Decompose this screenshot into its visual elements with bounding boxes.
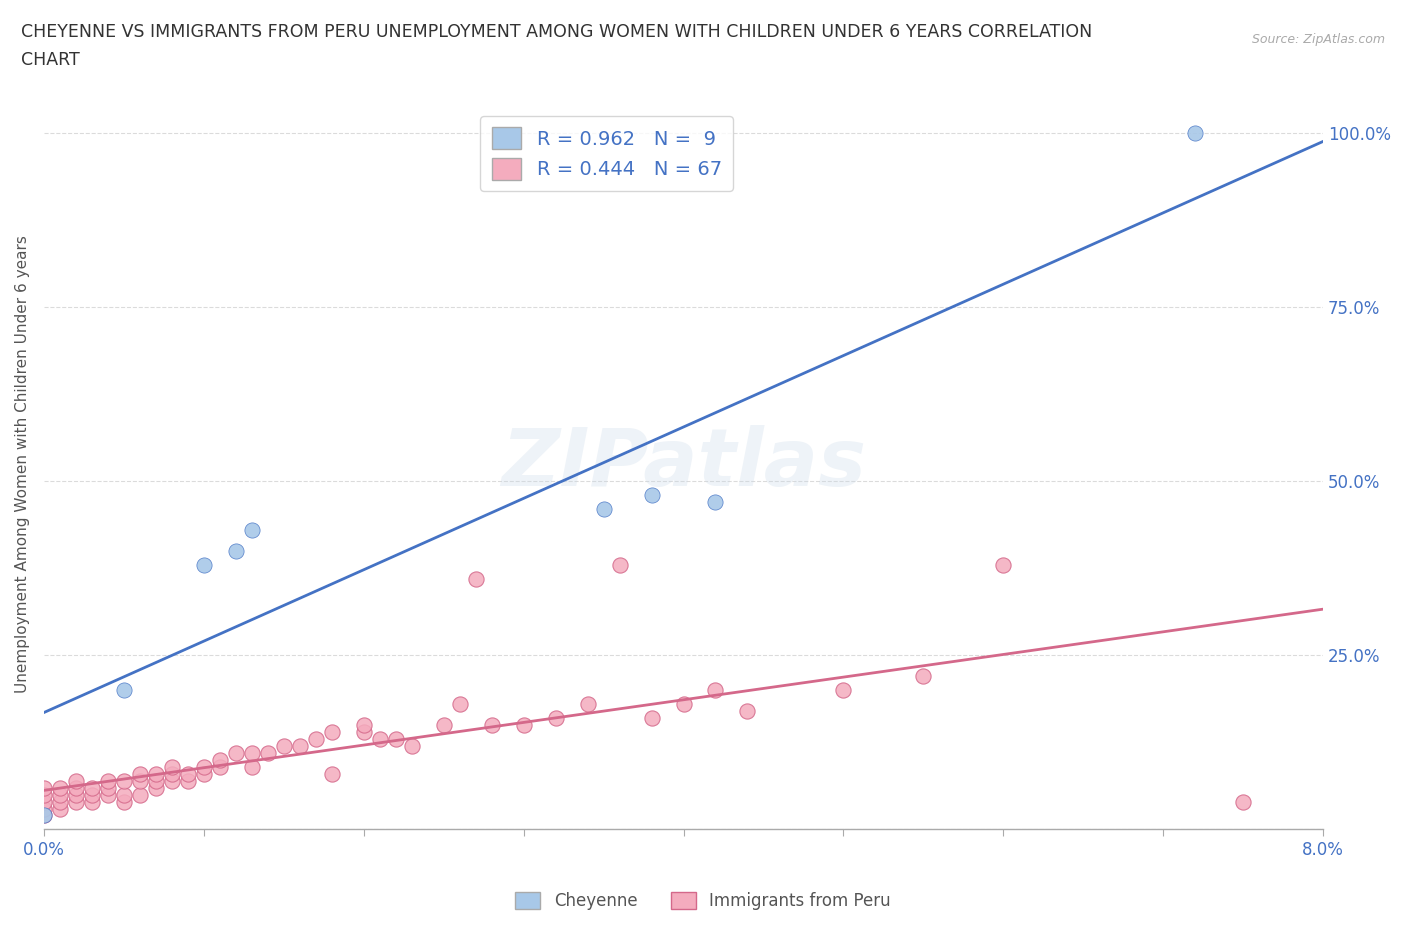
Point: [160, 766, 183, 781]
Legend: Cheyenne, Immigrants from Peru: Cheyenne, Immigrants from Peru: [509, 885, 897, 917]
Point: [49, 780, 72, 795]
Point: [49, 801, 72, 816]
Point: [240, 523, 263, 538]
Point: [592, 502, 614, 517]
Point: [193, 557, 215, 572]
Point: [32, 808, 55, 823]
Point: [433, 718, 456, 733]
Point: [481, 718, 503, 733]
Point: [32, 787, 55, 802]
Point: [1232, 794, 1254, 809]
Point: [128, 766, 150, 781]
Point: [145, 766, 167, 781]
Point: [384, 732, 406, 747]
Point: [193, 766, 215, 781]
Point: [112, 683, 135, 698]
Point: [65, 780, 87, 795]
Point: [32, 801, 55, 816]
Point: [273, 738, 295, 753]
Legend: R = 0.962   N =  9, R = 0.444   N = 67: R = 0.962 N = 9, R = 0.444 N = 67: [481, 115, 734, 192]
Point: [208, 752, 231, 767]
Point: [80, 780, 103, 795]
Point: [240, 759, 263, 774]
Point: [32, 794, 55, 809]
Point: [704, 495, 727, 510]
Point: [80, 787, 103, 802]
Point: [993, 557, 1015, 572]
Point: [609, 557, 631, 572]
Point: [49, 787, 72, 802]
Point: [401, 738, 423, 753]
Point: [368, 732, 391, 747]
Point: [240, 746, 263, 761]
Text: ZIPatlas: ZIPatlas: [501, 425, 866, 503]
Point: [464, 571, 486, 586]
Point: [128, 787, 150, 802]
Point: [193, 759, 215, 774]
Point: [256, 746, 278, 761]
Point: [704, 683, 727, 698]
Point: [672, 697, 695, 711]
Point: [449, 697, 471, 711]
Point: [321, 766, 343, 781]
Point: [305, 732, 328, 747]
Point: [208, 759, 231, 774]
Point: [65, 794, 87, 809]
Point: [832, 683, 855, 698]
Point: [321, 724, 343, 739]
Point: [353, 724, 375, 739]
Point: [97, 787, 120, 802]
Point: [65, 787, 87, 802]
Point: [640, 711, 662, 725]
Point: [512, 718, 534, 733]
Point: [544, 711, 567, 725]
Point: [1184, 126, 1206, 141]
Point: [640, 488, 662, 503]
Text: Source: ZipAtlas.com: Source: ZipAtlas.com: [1251, 33, 1385, 46]
Point: [65, 773, 87, 788]
Point: [32, 808, 55, 823]
Point: [225, 544, 247, 559]
Point: [737, 704, 759, 719]
Point: [112, 794, 135, 809]
Point: [49, 794, 72, 809]
Point: [225, 746, 247, 761]
Y-axis label: Unemployment Among Women with Children Under 6 years: Unemployment Among Women with Children U…: [15, 235, 30, 693]
Point: [97, 780, 120, 795]
Point: [353, 718, 375, 733]
Point: [912, 669, 935, 684]
Point: [576, 697, 599, 711]
Point: [32, 780, 55, 795]
Point: [160, 773, 183, 788]
Point: [112, 773, 135, 788]
Point: [160, 759, 183, 774]
Point: [128, 773, 150, 788]
Point: [145, 780, 167, 795]
Point: [145, 773, 167, 788]
Point: [112, 787, 135, 802]
Text: CHART: CHART: [21, 51, 80, 69]
Point: [288, 738, 311, 753]
Point: [97, 773, 120, 788]
Point: [177, 766, 200, 781]
Point: [80, 794, 103, 809]
Point: [177, 773, 200, 788]
Text: CHEYENNE VS IMMIGRANTS FROM PERU UNEMPLOYMENT AMONG WOMEN WITH CHILDREN UNDER 6 : CHEYENNE VS IMMIGRANTS FROM PERU UNEMPLO…: [21, 23, 1092, 41]
